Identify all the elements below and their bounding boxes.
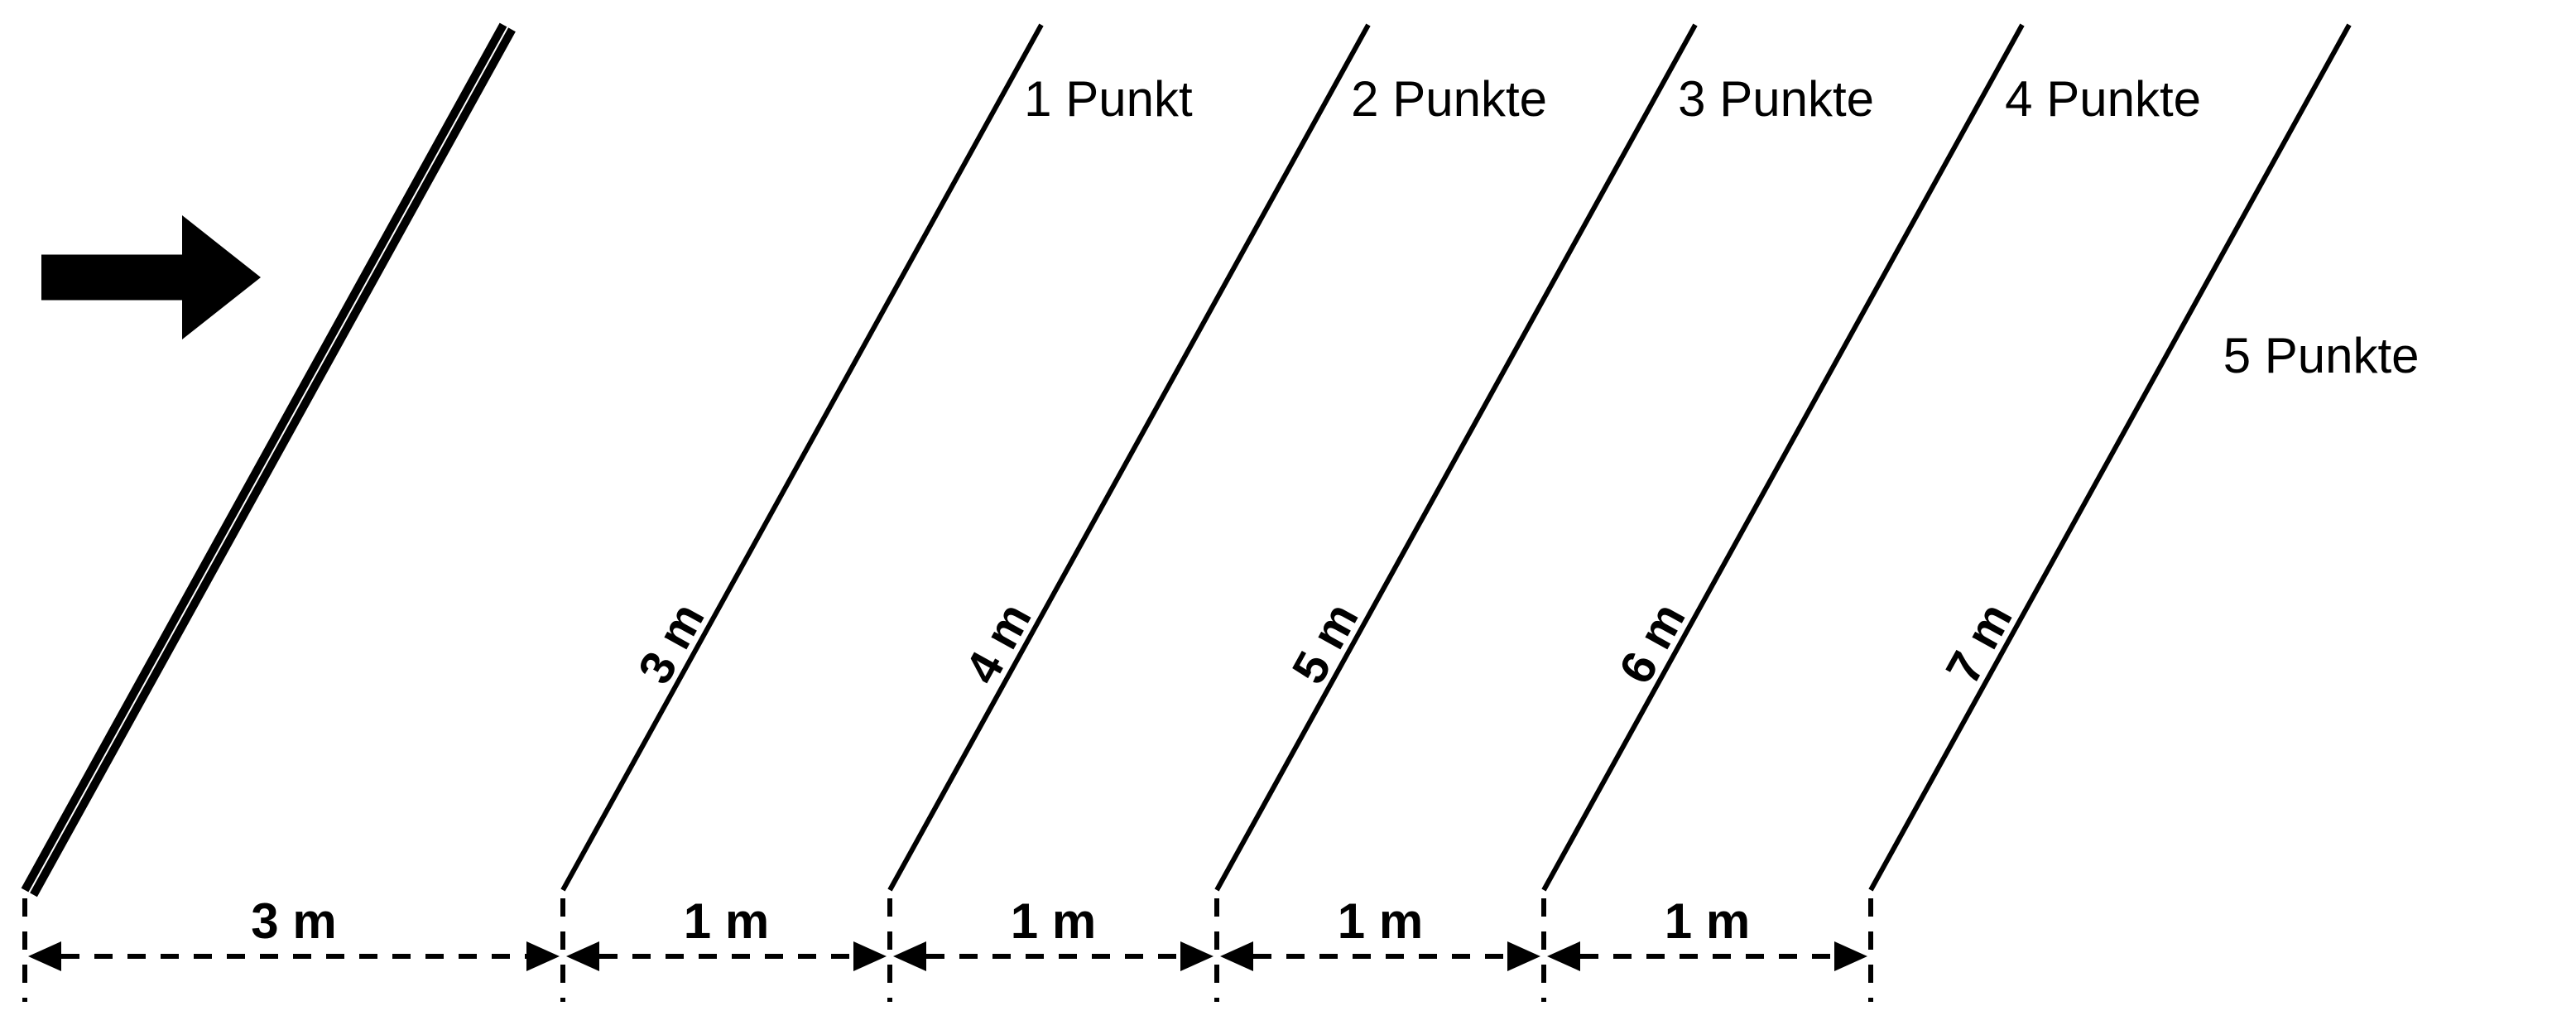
zone-distance-group: 4 m (954, 594, 1041, 693)
dim-arrowhead (566, 941, 599, 971)
throw-direction-arrow (41, 215, 261, 339)
zone-line (1217, 25, 1695, 890)
dim-arrowhead (526, 941, 560, 971)
start-line-inner (34, 30, 512, 895)
zone-distance-label: 4 m (954, 594, 1041, 693)
zone-line (563, 25, 1041, 890)
zone-points-label: 4 Punkte (2005, 71, 2201, 127)
dim-label: 1 m (1338, 893, 1423, 949)
dim-arrowhead (893, 941, 926, 971)
dim-arrowhead (1834, 941, 1867, 971)
dim-label: 1 m (1011, 893, 1096, 949)
zone-line (1871, 25, 2349, 890)
zone-distance-label: 6 m (1608, 594, 1695, 693)
dim-arrowhead (1220, 941, 1253, 971)
dim-arrowhead (28, 941, 61, 971)
dim-label: 3 m (251, 893, 336, 949)
zone-points-label: 3 Punkte (1678, 71, 1874, 127)
zone-points-label: 1 Punkt (1024, 71, 1193, 127)
zone-distance-label: 7 m (1935, 594, 2022, 693)
dim-label: 1 m (1665, 893, 1750, 949)
zone-line (1544, 25, 2022, 890)
zone-points-label: 5 Punkte (2223, 328, 2420, 383)
zone-distance-label: 3 m (627, 594, 714, 693)
dim-arrowhead (853, 941, 887, 971)
dim-arrowhead (1547, 941, 1580, 971)
zone-distance-group: 3 m (627, 594, 714, 693)
start-line-outer (25, 25, 503, 890)
zone-line (890, 25, 1368, 890)
zone-points-label: 2 Punkte (1351, 71, 1547, 127)
zone-distance-group: 5 m (1281, 594, 1368, 693)
zone-distance-group: 6 m (1608, 594, 1695, 693)
dim-label: 1 m (684, 893, 769, 949)
dim-arrowhead (1180, 941, 1214, 971)
dim-arrowhead (1507, 941, 1540, 971)
zone-distance-group: 7 m (1935, 594, 2022, 693)
scoring-zones-diagram: 1 Punkt 3 m 2 Punkte 4 m 3 Punkte 5 m 4 Punkte… (0, 0, 2576, 1030)
zone-distance-label: 5 m (1281, 594, 1368, 693)
